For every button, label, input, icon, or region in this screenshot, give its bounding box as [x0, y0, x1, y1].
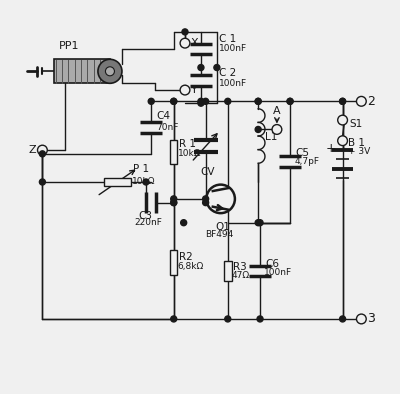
Circle shape — [106, 67, 114, 76]
Circle shape — [198, 100, 204, 106]
Text: P 1: P 1 — [133, 164, 149, 175]
Text: 70nF: 70nF — [156, 123, 178, 132]
Bar — [104, 178, 130, 186]
Text: Y: Y — [191, 85, 197, 95]
Text: Q1: Q1 — [215, 222, 230, 232]
Circle shape — [143, 179, 149, 185]
Circle shape — [338, 115, 348, 125]
Circle shape — [171, 98, 177, 104]
Text: 100nF: 100nF — [219, 79, 247, 88]
Circle shape — [203, 200, 209, 206]
Circle shape — [171, 316, 177, 322]
Circle shape — [356, 97, 366, 106]
Text: C 1: C 1 — [219, 34, 236, 45]
Text: R2: R2 — [179, 252, 192, 262]
Circle shape — [182, 29, 188, 35]
Text: + 3V: + 3V — [348, 147, 370, 156]
Text: 3: 3 — [367, 312, 375, 325]
Circle shape — [225, 98, 231, 104]
Text: Z: Z — [28, 145, 36, 155]
Text: 100nF: 100nF — [264, 268, 292, 277]
Circle shape — [255, 98, 261, 104]
Circle shape — [255, 126, 261, 132]
Text: X: X — [191, 38, 198, 48]
Circle shape — [214, 65, 220, 71]
Bar — [170, 140, 178, 164]
Text: CV: CV — [200, 167, 215, 177]
Text: 220nF: 220nF — [134, 218, 162, 227]
Bar — [54, 59, 110, 83]
Text: R3: R3 — [233, 262, 246, 272]
Circle shape — [225, 316, 231, 322]
Text: S1: S1 — [349, 119, 362, 129]
Circle shape — [181, 220, 187, 226]
Text: +: + — [325, 142, 336, 155]
Text: 47Ω: 47Ω — [232, 271, 250, 280]
Text: C4: C4 — [157, 112, 171, 121]
Circle shape — [257, 220, 263, 226]
Text: C3: C3 — [138, 211, 152, 221]
Text: 6,8kΩ: 6,8kΩ — [178, 262, 204, 271]
Circle shape — [180, 85, 190, 95]
Text: 10kΩ: 10kΩ — [132, 177, 155, 186]
Text: L1: L1 — [265, 132, 277, 142]
Circle shape — [171, 200, 177, 206]
Text: C5: C5 — [296, 148, 310, 158]
Circle shape — [171, 98, 177, 104]
Text: B 1: B 1 — [348, 138, 365, 148]
Circle shape — [38, 145, 47, 155]
Circle shape — [98, 59, 122, 83]
Circle shape — [255, 98, 261, 104]
Circle shape — [171, 196, 177, 202]
Bar — [224, 260, 232, 281]
Text: 2: 2 — [367, 95, 375, 108]
Circle shape — [338, 136, 348, 146]
Circle shape — [287, 98, 293, 104]
Circle shape — [198, 65, 204, 71]
Circle shape — [203, 196, 209, 202]
Circle shape — [148, 98, 154, 104]
Circle shape — [257, 316, 263, 322]
Circle shape — [203, 98, 209, 104]
Circle shape — [39, 179, 46, 185]
Circle shape — [340, 98, 346, 104]
Circle shape — [340, 98, 346, 104]
Text: 4,7pF: 4,7pF — [294, 157, 320, 166]
Text: R 1: R 1 — [179, 139, 196, 149]
Circle shape — [287, 98, 293, 104]
Text: PP1: PP1 — [58, 41, 79, 51]
Text: C6: C6 — [266, 259, 280, 269]
Circle shape — [171, 200, 177, 206]
Text: 10kΩ: 10kΩ — [178, 149, 201, 158]
Bar — [170, 251, 178, 275]
Circle shape — [39, 151, 46, 157]
Circle shape — [198, 98, 204, 104]
Text: A: A — [273, 106, 281, 116]
Text: 100nF: 100nF — [219, 44, 247, 53]
Circle shape — [272, 125, 282, 134]
Circle shape — [255, 220, 261, 226]
Circle shape — [180, 38, 190, 48]
Circle shape — [206, 185, 235, 213]
Circle shape — [340, 316, 346, 322]
Circle shape — [356, 314, 366, 324]
Text: C 2: C 2 — [219, 68, 236, 78]
Text: BF494: BF494 — [205, 230, 233, 239]
